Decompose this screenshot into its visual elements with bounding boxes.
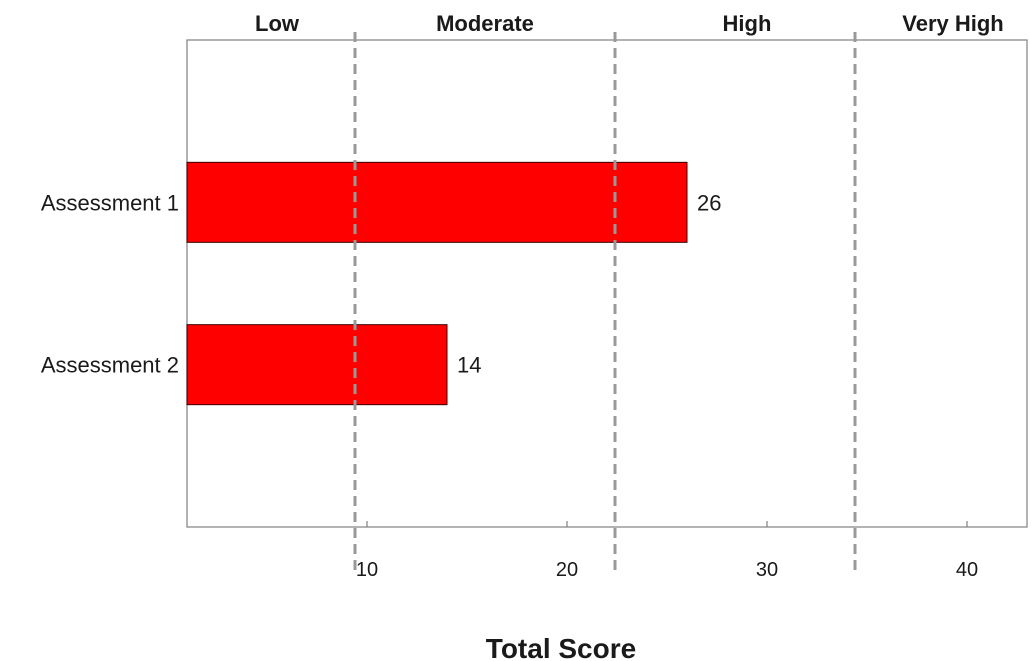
category-labels: Assessment 1 Assessment 2: [41, 190, 179, 377]
risk-band-labels: Low Moderate High Very High: [255, 11, 1004, 36]
bar-assessment-2: [186, 324, 448, 406]
category-label-assessment-2: Assessment 2: [41, 353, 179, 378]
bar-assessment-1: [186, 161, 688, 243]
data-label-assessment-2: 14: [457, 353, 481, 378]
band-label-moderate: Moderate: [436, 11, 534, 36]
band-label-low: Low: [255, 11, 300, 36]
band-label-very-high: Very High: [902, 11, 1003, 36]
band-label-high: High: [723, 11, 772, 36]
plot-area-frame: [186, 39, 1028, 528]
bar-series: 26 14: [186, 161, 721, 406]
x-tick-label-40: 40: [956, 559, 978, 581]
category-label-assessment-1: Assessment 1: [41, 190, 179, 215]
x-tick-label-10: 10: [356, 559, 378, 581]
threshold-lines: [353, 32, 857, 575]
x-axis-title: Total Score: [486, 633, 636, 661]
data-label-assessment-1: 26: [697, 190, 721, 215]
x-axis-ticks: 10 20 30 40: [356, 521, 978, 581]
x-tick-label-20: 20: [556, 559, 578, 581]
x-tick-label-30: 30: [756, 559, 778, 581]
